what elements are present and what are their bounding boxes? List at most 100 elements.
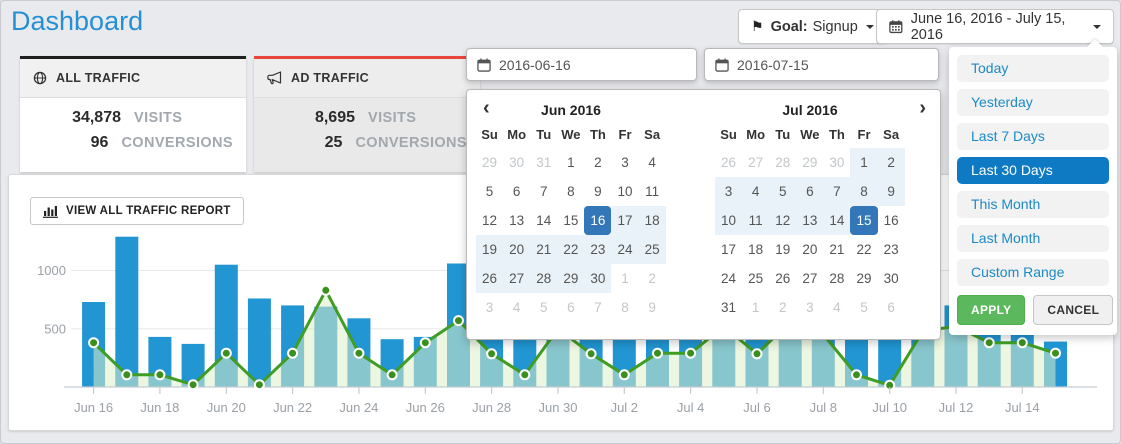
calendar-day[interactable]: 7 [823,177,851,206]
start-date-input[interactable]: 2016-06-16 [466,48,697,81]
calendar-day[interactable]: 5 [769,177,797,206]
calendar-day[interactable]: 8 [621,300,629,315]
calendar-day[interactable]: 17 [611,206,639,235]
calendar-day[interactable]: 31 [721,300,737,315]
range-option[interactable]: Today [957,55,1109,82]
next-month-button[interactable]: › [919,97,926,119]
calendar-day[interactable]: 1 [850,148,878,177]
view-all-traffic-report-button[interactable]: VIEW ALL TRAFFIC REPORT [30,197,244,225]
calendar-day[interactable]: 25 [638,235,666,264]
calendar-day[interactable]: 4 [648,155,656,170]
calendar-day[interactable]: 2 [648,271,656,286]
calendar-day[interactable]: 23 [584,235,612,264]
calendar-day[interactable]: 5 [485,184,494,199]
calendar-day[interactable]: 2 [778,300,787,315]
calendar-day[interactable]: 31 [536,155,552,170]
calendar-day[interactable]: 12 [769,206,797,235]
calendar-day[interactable]: 30 [883,271,899,286]
calendar-day[interactable]: 29 [557,264,585,293]
calendar-day[interactable]: 21 [829,242,845,257]
calendar-day[interactable]: 17 [721,242,737,257]
calendar-day[interactable]: 4 [742,177,770,206]
calendar-day[interactable]: 11 [645,184,660,199]
calendar-day[interactable]: 30 [509,155,525,170]
calendar-day[interactable]: 6 [887,300,895,315]
calendar-day[interactable]: 20 [802,242,818,257]
calendar-day[interactable]: 2 [877,148,905,177]
calendar-day[interactable]: 12 [482,213,498,228]
calendar-day[interactable]: 16 [584,206,612,235]
calendar-day[interactable]: 29 [802,155,818,170]
range-option[interactable]: Last 7 Days [957,123,1109,150]
calendar-day[interactable]: 13 [509,213,525,228]
calendar-day[interactable]: 28 [775,155,791,170]
calendar-day[interactable]: 27 [802,271,818,286]
calendar-day[interactable]: 10 [715,206,743,235]
calendar-day[interactable]: 5 [539,300,548,315]
calendar-day[interactable]: 18 [638,206,666,235]
apply-button[interactable]: APPLY [957,295,1026,325]
calendar-day[interactable]: 1 [621,271,629,286]
range-option[interactable]: Last Month [957,225,1109,252]
calendar-day[interactable]: 6 [512,184,521,199]
calendar-day[interactable]: 9 [594,184,602,199]
calendar-day[interactable]: 13 [796,206,824,235]
range-option[interactable]: Custom Range [957,259,1109,286]
calendar-day[interactable]: 3 [806,300,814,315]
tab-ad-traffic[interactable]: AD TRAFFIC 8,695 VISITS 25 CONVERSIONS [254,56,480,172]
calendar-day[interactable]: 15 [563,213,579,228]
calendar-day[interactable]: 30 [829,155,845,170]
calendar-day[interactable]: 20 [503,235,531,264]
calendar-day[interactable]: 14 [823,206,851,235]
calendar-day[interactable]: 4 [833,300,841,315]
calendar-day[interactable]: 29 [482,155,498,170]
calendar-day[interactable]: 14 [536,213,552,228]
calendar-day[interactable]: 9 [877,177,905,206]
range-option[interactable]: This Month [957,191,1109,218]
calendar-day[interactable]: 3 [485,300,494,315]
calendar-day[interactable]: 8 [567,184,575,199]
tab-all-traffic[interactable]: ALL TRAFFIC 34,878 VISITS 96 CONVERSIONS [20,56,246,172]
calendar-day[interactable]: 19 [476,235,504,264]
calendar-day[interactable]: 7 [594,300,602,315]
prev-month-button[interactable]: ‹ [483,97,490,119]
calendar-day[interactable]: 25 [748,271,764,286]
calendar-day[interactable]: 7 [539,184,548,199]
calendar-day[interactable]: 24 [721,271,737,286]
calendar-day[interactable]: 9 [648,300,656,315]
calendar-day[interactable]: 30 [584,264,612,293]
calendar-day[interactable]: 15 [850,206,878,235]
calendar-day[interactable]: 23 [883,242,899,257]
calendar-day[interactable]: 16 [883,213,899,228]
calendar-day[interactable]: 3 [621,155,629,170]
calendar-day[interactable]: 22 [557,235,585,264]
calendar-day[interactable]: 26 [775,271,791,286]
calendar-day[interactable]: 19 [775,242,791,257]
calendar-day[interactable]: 4 [512,300,521,315]
calendar-day[interactable]: 10 [617,184,633,199]
date-range-dropdown-button[interactable]: June 16, 2016 - July 15, 2016 [876,9,1114,44]
cancel-button[interactable]: CANCEL [1033,295,1114,325]
calendar-day[interactable]: 8 [850,177,878,206]
calendar-day[interactable]: 5 [860,300,868,315]
calendar-day[interactable]: 6 [796,177,824,206]
end-date-input[interactable]: 2016-07-15 [704,48,939,81]
calendar-day[interactable]: 11 [742,206,770,235]
range-option[interactable]: Last 30 Days [957,157,1109,184]
calendar-day[interactable]: 27 [503,264,531,293]
calendar-day[interactable]: 26 [476,264,504,293]
calendar-day[interactable]: 24 [611,235,639,264]
calendar-day[interactable]: 26 [721,155,737,170]
calendar-day[interactable]: 27 [748,155,764,170]
range-option[interactable]: Yesterday [957,89,1109,116]
calendar-day[interactable]: 28 [530,264,558,293]
calendar-day[interactable]: 6 [567,300,575,315]
calendar-day[interactable]: 1 [567,155,575,170]
calendar-day[interactable]: 18 [748,242,764,257]
calendar-day[interactable]: 3 [715,177,743,206]
calendar-day[interactable]: 28 [829,271,845,286]
calendar-day[interactable]: 29 [856,271,872,286]
calendar-day[interactable]: 2 [594,155,602,170]
calendar-day[interactable]: 1 [751,300,760,315]
goal-dropdown-button[interactable]: ⚑ Goal: Signup [738,9,887,44]
